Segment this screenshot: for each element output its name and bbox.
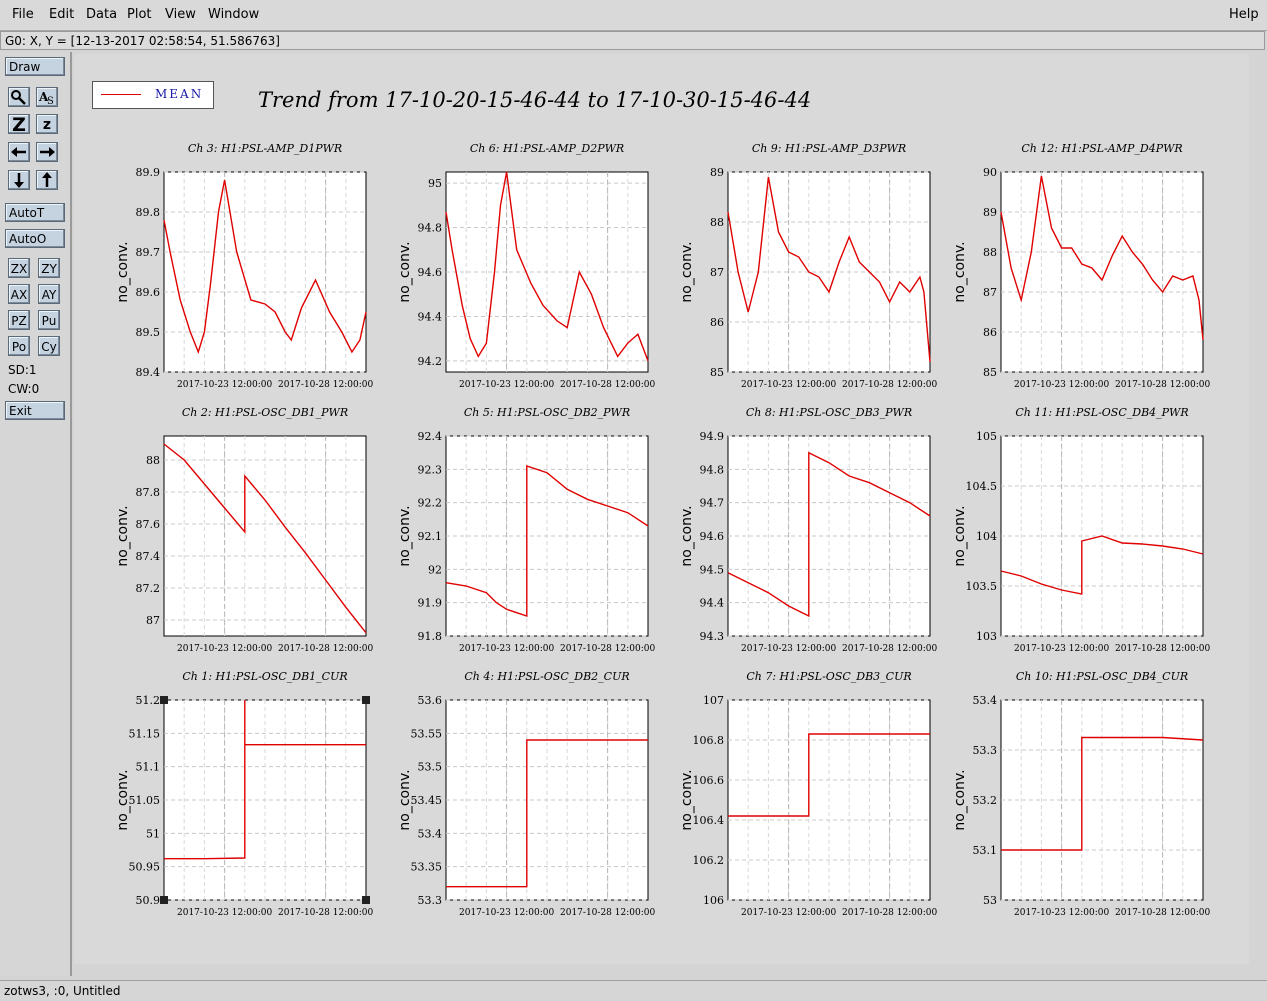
plot-title: Trend from 17-10-20-15-46-44 to 17-10-30… [258,88,812,112]
pz-button[interactable]: PZ [8,310,30,330]
cw-status: CW:0 [8,382,40,396]
magnify-button[interactable] [8,87,30,107]
zoom-out-button[interactable]: Z [8,114,30,135]
pu-button[interactable]: Pu [38,310,60,330]
menu-window[interactable]: Window [208,7,260,22]
pan-down-button[interactable] [8,170,30,190]
menu-bar: File Edit Data Plot View Window Help [0,0,1267,31]
menu-file[interactable]: File [12,7,34,22]
menu-help[interactable]: Help [1229,7,1259,22]
zx-button[interactable]: ZX [8,258,30,278]
cy-button[interactable]: Cy [38,336,60,356]
auto-offset-button[interactable]: AutoO [5,229,65,248]
sd-status: SD:1 [8,363,37,377]
svg-text:A: A [38,90,49,104]
legend: MEAN [92,81,214,109]
plot-canvas[interactable] [74,54,1249,964]
arrow-up-icon [42,172,52,187]
exit-button[interactable]: Exit [5,401,65,420]
arrow-left-icon [11,147,26,157]
pan-left-button[interactable] [8,142,30,162]
arrow-right-icon [40,147,55,157]
coordinate-readout: G0: X, Y = [12-13-2017 02:58:54, 51.5867… [0,31,1265,50]
pan-up-button[interactable] [36,170,58,190]
pan-right-button[interactable] [36,142,58,162]
ax-button[interactable]: AX [8,284,30,304]
zoom-in-button[interactable]: z [36,114,58,134]
po-button[interactable]: Po [8,336,30,356]
magnifier-icon [11,90,26,105]
menu-plot[interactable]: Plot [127,7,152,22]
auto-time-button[interactable]: AutoT [5,203,65,222]
draw-button[interactable]: Draw [5,57,65,76]
menu-data[interactable]: Data [86,7,118,22]
ay-button[interactable]: AY [38,284,60,304]
svg-text:S: S [47,96,54,106]
menu-view[interactable]: View [165,7,196,22]
legend-label: MEAN [155,87,204,101]
menu-edit[interactable]: Edit [49,7,75,22]
zy-button[interactable]: ZY [38,258,60,278]
legend-swatch [101,94,141,95]
arrow-down-icon [14,173,24,188]
status-bar: zotws3, :0, Untitled [0,980,1267,1001]
text-tool-icon: AS [38,90,54,107]
